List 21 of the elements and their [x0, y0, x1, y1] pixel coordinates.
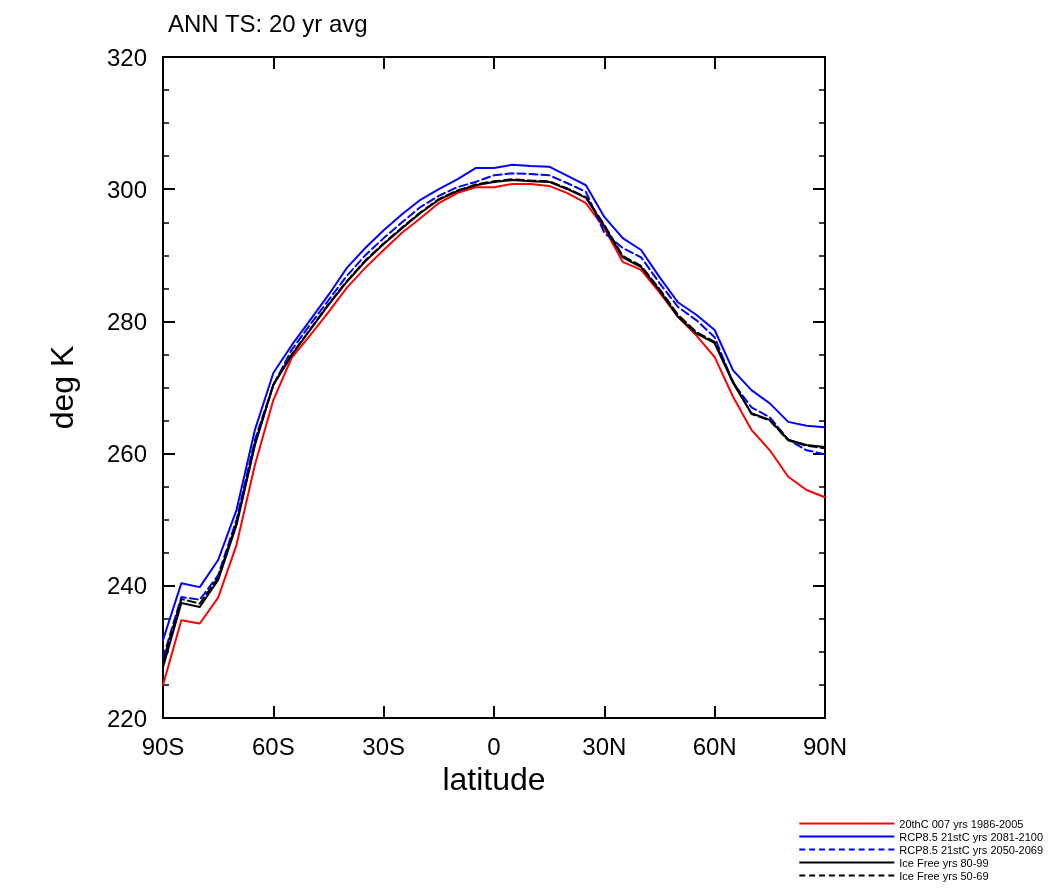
legend-label: Ice Free yrs 50-69 [899, 869, 989, 882]
legend-label: RCP8.5 21stC yrs 2050-2069 [899, 843, 1043, 856]
y-tick-label: 320 [106, 43, 147, 71]
y-tick-label: 240 [106, 572, 147, 600]
x-tick-label: 0 [487, 732, 501, 760]
x-axis-title: latitude [442, 760, 546, 797]
y-tick-label: 280 [106, 307, 147, 335]
y-tick-label: 220 [106, 704, 147, 732]
x-tick-label: 60N [692, 732, 737, 760]
chart-title: ANN TS: 20 yr avg [168, 9, 368, 37]
x-tick-label: 30S [362, 732, 406, 760]
legend-label: RCP8.5 21stC yrs 2081-2100 [899, 830, 1043, 843]
y-axis-title: deg K [44, 345, 80, 430]
x-tick-label: 30N [582, 732, 627, 760]
y-tick-label: 260 [106, 440, 147, 468]
legend-label: 20thC 007 yrs 1986-2005 [899, 817, 1024, 830]
y-tick-label: 300 [106, 175, 147, 203]
x-tick-label: 90N [802, 732, 848, 760]
x-tick-label: 60S [251, 732, 295, 760]
legend-label: Ice Free yrs 80-99 [899, 856, 989, 869]
x-tick-label: 90S [141, 732, 185, 760]
